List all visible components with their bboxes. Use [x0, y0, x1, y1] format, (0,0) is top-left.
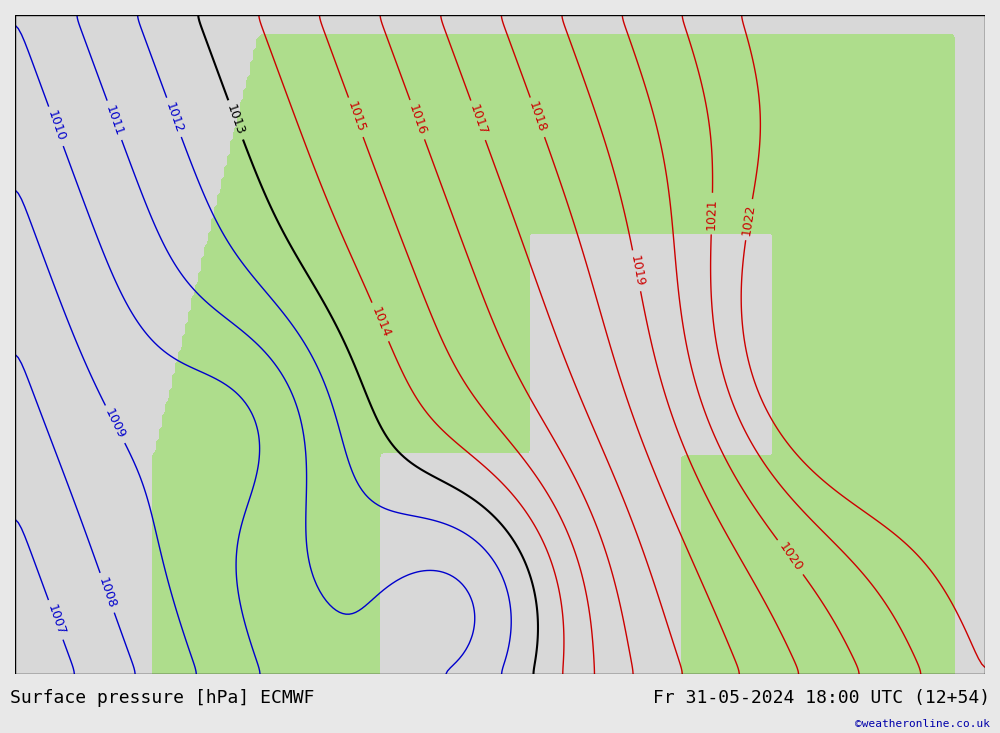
- Text: 1022: 1022: [740, 203, 758, 236]
- Text: Fr 31-05-2024 18:00 UTC (12+54): Fr 31-05-2024 18:00 UTC (12+54): [653, 689, 990, 707]
- Text: ©weatheronline.co.uk: ©weatheronline.co.uk: [855, 719, 990, 729]
- Text: 1016: 1016: [406, 103, 429, 137]
- Text: 1020: 1020: [776, 540, 805, 574]
- Text: 1007: 1007: [44, 603, 67, 637]
- Text: 1011: 1011: [103, 103, 126, 137]
- Text: Surface pressure [hPa] ECMWF: Surface pressure [hPa] ECMWF: [10, 689, 314, 707]
- Text: 1013: 1013: [224, 103, 247, 137]
- Text: 1021: 1021: [705, 198, 719, 229]
- Polygon shape: [15, 15, 985, 674]
- Text: 1008: 1008: [96, 575, 118, 610]
- Text: 1012: 1012: [163, 100, 185, 134]
- Text: 1019: 1019: [627, 254, 646, 287]
- Text: 1014: 1014: [368, 305, 392, 339]
- Text: 1010: 1010: [45, 109, 67, 144]
- Text: 1018: 1018: [526, 100, 549, 134]
- Text: 1009: 1009: [102, 407, 128, 441]
- Text: 1017: 1017: [467, 103, 489, 138]
- Text: 1015: 1015: [344, 100, 367, 134]
